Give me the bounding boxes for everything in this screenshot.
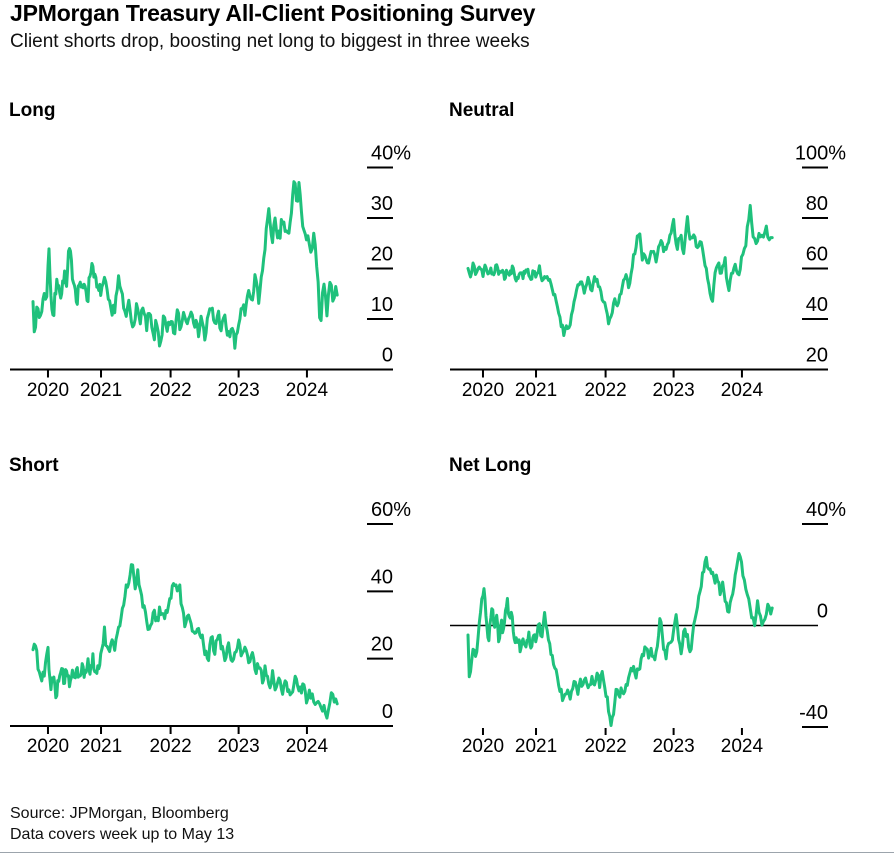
page-subtitle: Client shorts drop, boosting net long to…: [10, 31, 530, 52]
series-line-long: [31, 180, 339, 350]
chart-title-neutral: Neutral: [449, 100, 515, 121]
note-line: Data covers week up to May 13: [10, 826, 235, 843]
x-tick-label: 2024: [286, 380, 329, 401]
y-tick-label: 20: [371, 634, 393, 656]
chart-title-short: Short: [9, 455, 59, 476]
y-tick-label: 40%: [371, 143, 411, 165]
y-tick-label: 0: [817, 601, 828, 623]
x-tick-label: 2022: [584, 380, 626, 401]
x-tick-label: 2023: [652, 380, 694, 401]
y-tick-label: 100%: [795, 143, 846, 165]
x-tick-label: 2024: [721, 736, 764, 757]
series-line-neutral: [466, 203, 774, 338]
chart-footer: Source: JPMorgan, Bloomberg Data covers …: [10, 803, 234, 845]
y-tick-label: 80: [806, 193, 828, 215]
x-tick-label: 2024: [286, 736, 329, 757]
y-tick-label: 0: [382, 701, 393, 723]
y-tick-label: -40: [799, 702, 828, 724]
chart-panel-neutral: Neutral 100% 80 60 40 20 2020 2021 2022 2023 2024: [440, 95, 894, 415]
y-tick-label: 0: [382, 345, 393, 367]
x-tick-label: 2020: [27, 736, 69, 757]
chart-panel-short: Short 60% 40 20 0 2020 2021 2022 2023 2024: [0, 450, 444, 780]
series-line-net_long: [466, 552, 774, 727]
x-tick-label: 2021: [515, 380, 557, 401]
chart-panel-net-long: Net Long 40% 0 -40 2020 2021 2022 2023 2024: [440, 450, 894, 780]
chart-panel-long: Long 40% 30 20 10 0 2020 2021 2022 2023 2024: [0, 95, 444, 415]
x-tick-label: 2022: [584, 736, 626, 757]
y-tick-label: 60: [806, 244, 828, 266]
chart-title-net-long: Net Long: [449, 455, 532, 476]
chart-canvas-short: 60% 40 20 0 2020 2021 2022 2023 2024: [10, 499, 411, 757]
x-tick-label: 2020: [462, 380, 504, 401]
chart-title-long: Long: [9, 100, 56, 121]
x-tick-label: 2022: [149, 380, 191, 401]
x-tick-label: 2021: [80, 380, 122, 401]
chart-canvas-net_long: 40% 0 -40 2020 2021 2022 2023 2024: [450, 499, 846, 757]
x-tick-label: 2023: [217, 736, 259, 757]
y-tick-label: 20: [371, 244, 393, 266]
source-line: Source: JPMorgan, Bloomberg: [10, 805, 229, 822]
y-tick-label: 10: [371, 294, 393, 316]
page-title: JPMorgan Treasury All-Client Positioning…: [10, 0, 536, 26]
bottom-divider: [0, 852, 894, 853]
series-line-short: [31, 563, 339, 720]
x-tick-label: 2024: [721, 380, 764, 401]
x-tick-label: 2023: [217, 380, 259, 401]
x-tick-label: 2022: [149, 736, 191, 757]
chart-canvas-long: 40% 30 20 10 0 2020 2021 2022 2023 2024: [10, 143, 411, 401]
y-tick-label: 30: [371, 193, 393, 215]
y-tick-label: 20: [806, 345, 828, 367]
y-tick-label: 40: [806, 294, 828, 316]
x-tick-label: 2021: [515, 736, 557, 757]
x-tick-label: 2020: [462, 736, 504, 757]
y-tick-label: 40: [371, 566, 393, 588]
y-tick-label: 40%: [806, 499, 846, 521]
x-tick-label: 2021: [80, 736, 122, 757]
y-tick-label: 60%: [371, 499, 411, 521]
chart-header: JPMorgan Treasury All-Client Positioning…: [10, 0, 880, 53]
x-tick-label: 2020: [27, 380, 69, 401]
x-tick-label: 2023: [652, 736, 694, 757]
